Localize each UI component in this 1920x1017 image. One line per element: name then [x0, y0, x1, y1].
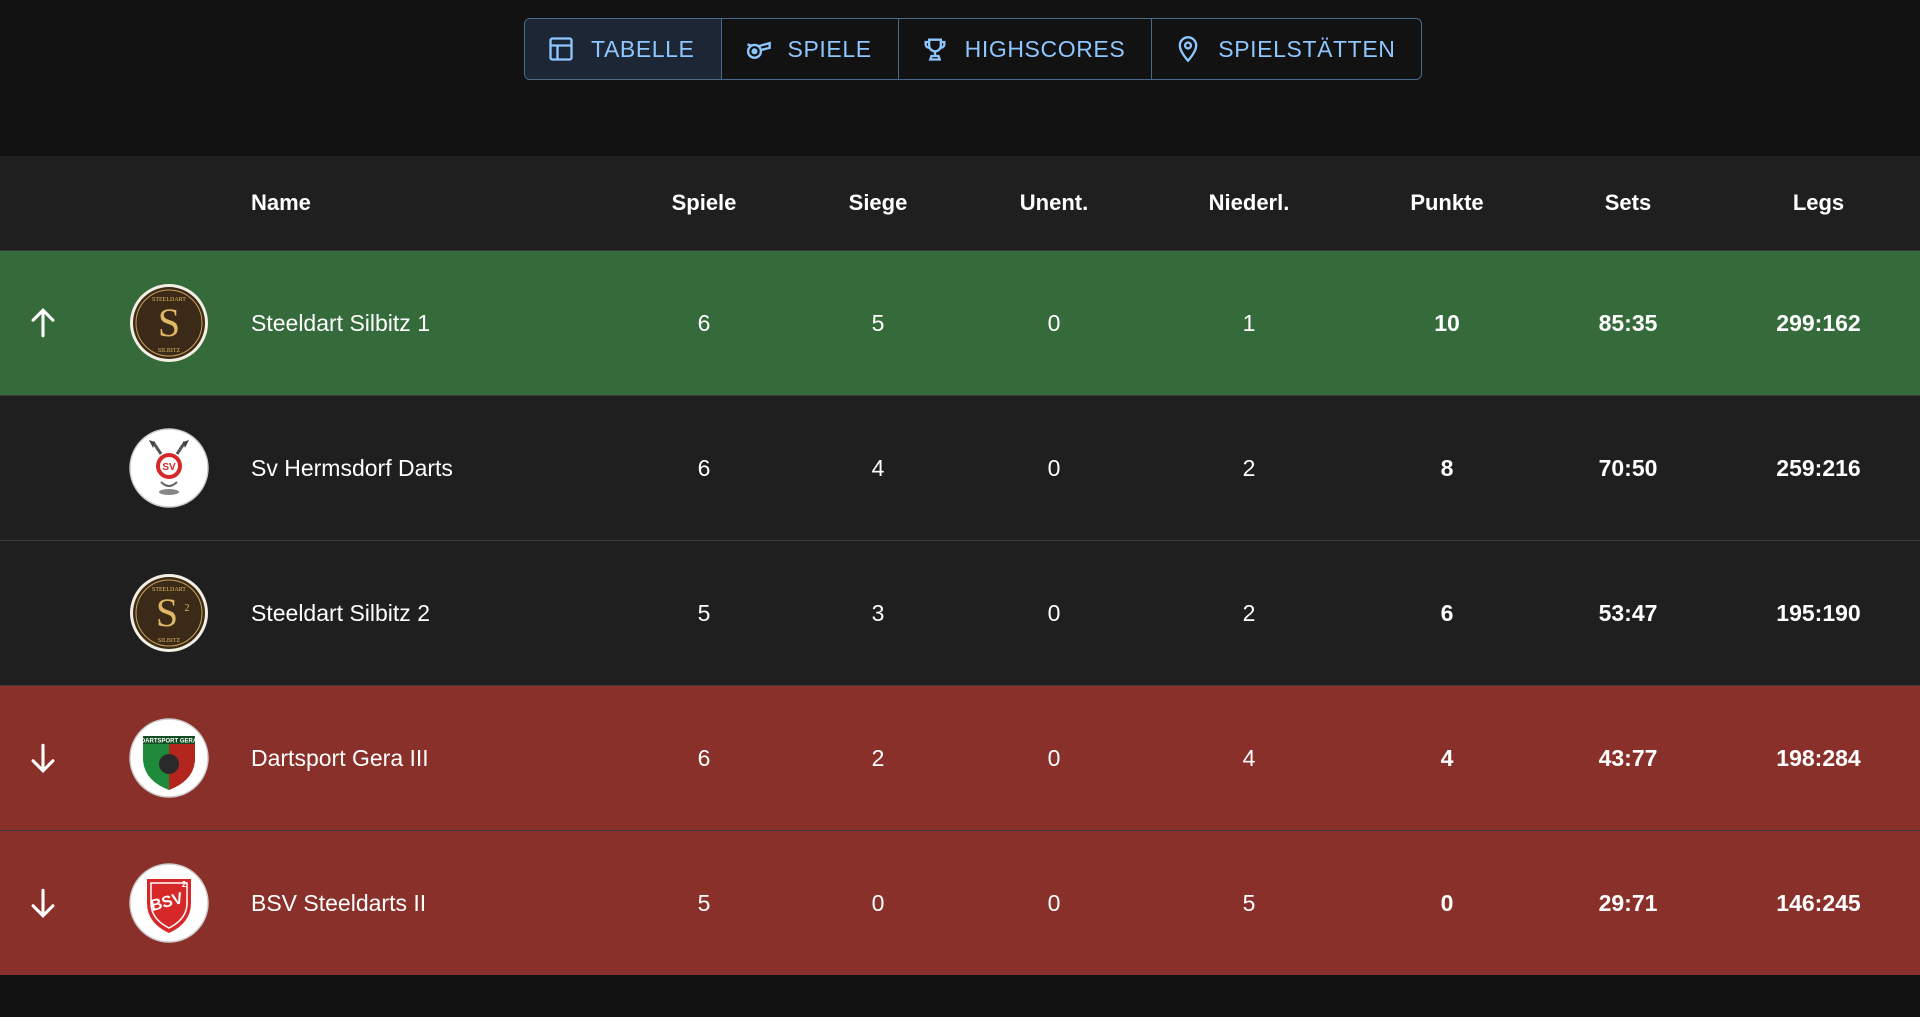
- team-logo-cell: DARTSPORT GERA: [86, 718, 251, 798]
- tab-label: HIGHSCORES: [964, 35, 1126, 62]
- table-row[interactable]: S STEELDART SILBITZ Steeldart Silbitz 1 6 …: [0, 250, 1920, 395]
- svg-text:S: S: [157, 300, 179, 345]
- cell-sets: 43:77: [1598, 744, 1658, 771]
- tab-highscores[interactable]: HIGHSCORES: [899, 19, 1153, 79]
- header-punkte[interactable]: Punkte: [1410, 190, 1484, 215]
- cell-unent: 0: [1047, 599, 1061, 626]
- arrow-down-icon: [0, 886, 86, 920]
- cell-spiele: 6: [697, 309, 711, 336]
- tab-spielstaetten[interactable]: SPIELSTÄTTEN: [1152, 19, 1421, 79]
- tab-label: SPIELSTÄTTEN: [1218, 35, 1396, 62]
- cell-legs: 198:284: [1776, 744, 1861, 771]
- cell-niederl: 5: [1242, 889, 1256, 916]
- cell-niederl: 2: [1242, 454, 1256, 481]
- header-name[interactable]: Name: [251, 190, 311, 215]
- header-legs[interactable]: Legs: [1792, 190, 1845, 215]
- cell-unent: 0: [1047, 744, 1061, 771]
- table-row[interactable]: BSV 2 BSV Steeldarts II 5 0 0 5 0 29:71 1…: [0, 830, 1920, 975]
- table-row[interactable]: S 2 STEELDART SILBITZ Steeldart Silbitz 2 5…: [0, 540, 1920, 685]
- cell-unent: 0: [1047, 454, 1061, 481]
- header-sets[interactable]: Sets: [1604, 190, 1652, 215]
- tab-tabelle[interactable]: TABELLE: [525, 19, 722, 79]
- whistle-icon: [744, 35, 772, 63]
- tab-label: SPIELE: [787, 35, 872, 62]
- cell-punkte: 8: [1440, 454, 1454, 481]
- header-siege[interactable]: Siege: [848, 190, 908, 215]
- cell-spiele: 5: [697, 599, 711, 626]
- standings-table: Name Spiele Siege Unent. Niederl. Punkte…: [0, 156, 1920, 975]
- cell-sets: 85:35: [1598, 309, 1658, 336]
- cell-siege: 4: [871, 454, 885, 481]
- cell-sets: 53:47: [1598, 599, 1658, 626]
- cell-niederl: 2: [1242, 599, 1256, 626]
- header-niederl[interactable]: Niederl.: [1208, 190, 1290, 215]
- dartsport-gera-logo: DARTSPORT GERA: [128, 718, 209, 798]
- table-row[interactable]: SV Sv Hermsdorf Darts 6 4 0 2 8 70:50 25…: [0, 395, 1920, 540]
- team-logo-cell: S STEELDART SILBITZ: [86, 283, 251, 363]
- header-unent[interactable]: Unent.: [1019, 190, 1089, 215]
- svg-text:SILBITZ: SILBITZ: [157, 348, 180, 354]
- svg-text:STEELDART: STEELDART: [152, 587, 186, 593]
- cell-niederl: 4: [1242, 744, 1256, 771]
- cell-sets: 70:50: [1598, 454, 1658, 481]
- svg-text:2: 2: [181, 880, 186, 889]
- cell-siege: 2: [871, 744, 885, 771]
- cell-legs: 259:216: [1776, 454, 1861, 481]
- steeldart-silbitz-logo: S STEELDART SILBITZ: [129, 283, 209, 363]
- team-logo-cell: S 2 STEELDART SILBITZ: [86, 573, 251, 653]
- cell-punkte: 4: [1440, 744, 1454, 771]
- sv-hermsdorf-logo: SV: [128, 428, 209, 508]
- cell-punkte: 6: [1440, 599, 1454, 626]
- cell-legs: 195:190: [1776, 599, 1861, 626]
- tab-bar: TABELLE SPIELE HIGHSCORES SPIELSTÄTTEN: [524, 18, 1423, 80]
- tab-label: TABELLE: [591, 35, 695, 62]
- arrow-down-icon: [0, 741, 86, 775]
- cell-siege: 3: [871, 599, 885, 626]
- table-header: Name Spiele Siege Unent. Niederl. Punkte…: [0, 156, 1920, 250]
- team-name: Steeldart Silbitz 1: [251, 309, 430, 336]
- cell-siege: 0: [871, 889, 885, 916]
- cell-punkte: 10: [1434, 309, 1460, 336]
- cell-spiele: 6: [697, 744, 711, 771]
- cell-unent: 0: [1047, 889, 1061, 916]
- cell-spiele: 6: [697, 454, 711, 481]
- svg-text:DARTSPORT GERA: DARTSPORT GERA: [140, 739, 197, 745]
- cell-niederl: 1: [1242, 309, 1256, 336]
- team-logo-cell: BSV 2: [86, 863, 251, 943]
- cell-punkte: 0: [1440, 889, 1454, 916]
- cell-siege: 5: [871, 309, 885, 336]
- svg-text:S: S: [155, 590, 177, 635]
- arrow-up-icon: [0, 306, 86, 340]
- svg-text:SILBITZ: SILBITZ: [157, 638, 180, 644]
- team-name: Dartsport Gera III: [251, 744, 429, 771]
- cell-unent: 0: [1047, 309, 1061, 336]
- team-name: Sv Hermsdorf Darts: [251, 454, 453, 481]
- steeldart-silbitz-2-logo: S 2 STEELDART SILBITZ: [129, 573, 209, 653]
- trophy-icon: [921, 35, 949, 63]
- cell-spiele: 5: [697, 889, 711, 916]
- tab-spiele[interactable]: SPIELE: [722, 19, 899, 79]
- team-name: BSV Steeldarts II: [251, 889, 427, 916]
- table-icon: [547, 35, 575, 63]
- svg-text:SV: SV: [162, 462, 176, 473]
- header-spiele[interactable]: Spiele: [671, 190, 737, 215]
- cell-legs: 299:162: [1776, 309, 1861, 336]
- cell-sets: 29:71: [1598, 889, 1658, 916]
- bsv-steeldarts-logo: BSV 2: [128, 863, 209, 943]
- svg-text:STEELDART: STEELDART: [152, 297, 186, 303]
- location-pin-icon: [1174, 35, 1202, 63]
- cell-legs: 146:245: [1776, 889, 1861, 916]
- table-row[interactable]: DARTSPORT GERA Dartsport Gera III 6 2 0 …: [0, 685, 1920, 830]
- team-logo-cell: SV: [86, 428, 251, 508]
- team-name: Steeldart Silbitz 2: [251, 599, 430, 626]
- svg-text:2: 2: [184, 603, 189, 614]
